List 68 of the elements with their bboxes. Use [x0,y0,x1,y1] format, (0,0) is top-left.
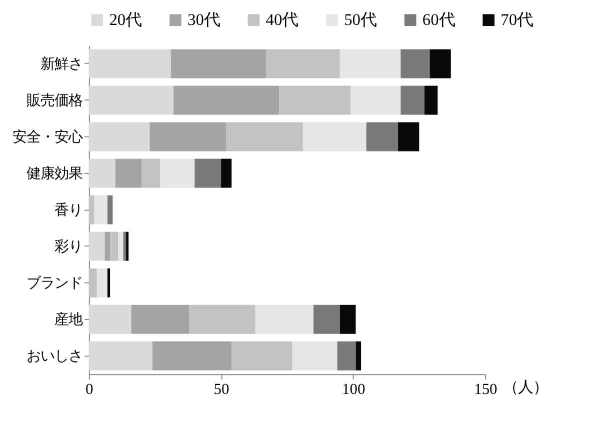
bar [110,232,118,261]
bar [131,304,190,334]
legend-label: 70代 [500,10,534,29]
y-tick-label: 販売価格 [26,93,83,110]
bar [232,341,292,370]
bar [107,268,110,298]
bar [313,304,340,334]
bar [340,49,401,78]
bar [152,341,232,370]
legend-label: 50代 [344,10,377,29]
bar [398,122,420,152]
bar [430,49,451,78]
bar [123,232,126,261]
bar [88,86,174,115]
bar [88,304,132,334]
bar [88,195,94,224]
bar [170,49,266,78]
bar [279,86,350,115]
x-axis-title: （人） [503,378,548,396]
y-tick-label: おいしさ [26,348,83,365]
y-tick-label: 安全・安心 [12,130,83,146]
y-tick-label: 新鮮さ [40,56,83,73]
bar [160,158,195,188]
bar [302,122,366,152]
bar [255,304,314,334]
bar [88,232,105,261]
bar [107,195,113,224]
bar [366,122,398,152]
bar [88,268,97,298]
bar [118,232,124,261]
bar [94,195,108,224]
bar [88,122,150,152]
bar [104,232,110,261]
y-tick-label: 香り [54,202,83,219]
x-tick-label: 100 [342,380,366,398]
legend-label: 30代 [188,10,220,29]
bar [88,341,152,370]
bar [292,341,338,370]
legend-label: 60代 [422,10,455,29]
legend-label: 40代 [266,10,298,29]
x-tick-label: 50 [214,380,230,398]
bar [142,158,160,188]
bar [221,158,232,188]
bar [400,86,424,115]
bar [173,86,280,115]
bar [400,49,430,78]
bar [337,341,356,370]
bar [115,158,142,188]
bar [96,268,108,298]
y-tick-label: 彩り [54,239,83,256]
bar [126,232,129,261]
bar [266,49,340,78]
bar [88,49,171,78]
bar [356,341,362,370]
bar [340,304,356,334]
legend-label: 20代 [109,10,142,29]
bar [424,86,438,115]
x-tick-label: 0 [86,380,94,398]
bar [350,86,401,115]
y-tick-label: 健康効果 [26,166,83,182]
x-tick-label: 150 [474,380,498,398]
y-tick-label: ブランド [26,276,83,292]
bar [194,158,222,188]
y-tick-label: 産地 [54,312,83,328]
bar [88,158,116,188]
bar [226,122,303,152]
bar [150,122,226,152]
bar [189,304,256,334]
